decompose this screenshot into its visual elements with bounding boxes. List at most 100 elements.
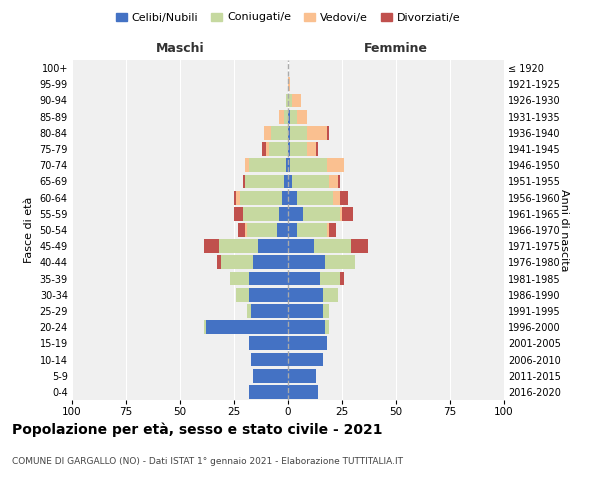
Bar <box>290 158 327 172</box>
Bar <box>219 240 258 253</box>
Text: Maschi: Maschi <box>155 42 205 55</box>
Bar <box>288 369 316 382</box>
Bar <box>296 110 307 124</box>
Bar <box>251 304 288 318</box>
Bar <box>277 223 288 237</box>
Bar <box>329 223 335 237</box>
Bar <box>221 256 253 270</box>
Bar <box>288 158 290 172</box>
Bar <box>350 240 368 253</box>
Text: COMUNE DI GARGALLO (NO) - Dati ISTAT 1° gennaio 2021 - Elaborazione TUTTITALIA.I: COMUNE DI GARGALLO (NO) - Dati ISTAT 1° … <box>12 458 403 466</box>
Bar <box>242 174 245 188</box>
Bar <box>288 272 320 285</box>
Bar <box>234 207 242 220</box>
Bar <box>288 78 290 91</box>
Bar <box>230 272 249 285</box>
Bar <box>245 158 249 172</box>
Bar <box>280 110 284 124</box>
Bar <box>327 223 329 237</box>
Bar <box>281 190 288 204</box>
Bar <box>280 207 288 220</box>
Y-axis label: Fasce di età: Fasce di età <box>24 197 34 263</box>
Bar <box>288 223 296 237</box>
Bar <box>253 369 288 382</box>
Bar <box>340 190 349 204</box>
Bar <box>236 190 241 204</box>
Bar <box>290 126 307 140</box>
Bar <box>288 126 290 140</box>
Bar <box>303 207 340 220</box>
Bar <box>288 256 325 270</box>
Bar <box>325 256 355 270</box>
Bar <box>325 320 329 334</box>
Bar <box>342 207 353 220</box>
Bar <box>323 304 329 318</box>
Bar <box>327 158 344 172</box>
Bar <box>247 223 277 237</box>
Bar <box>245 223 247 237</box>
Bar <box>249 158 286 172</box>
Bar <box>258 240 288 253</box>
Bar <box>288 190 296 204</box>
Text: Popolazione per età, sesso e stato civile - 2021: Popolazione per età, sesso e stato civil… <box>12 422 383 437</box>
Bar <box>296 190 334 204</box>
Bar <box>288 94 292 108</box>
Bar <box>204 320 206 334</box>
Bar <box>292 174 329 188</box>
Y-axis label: Anni di nascita: Anni di nascita <box>559 188 569 271</box>
Bar <box>269 142 288 156</box>
Bar <box>314 240 350 253</box>
Bar <box>284 110 288 124</box>
Bar <box>271 126 288 140</box>
Bar <box>241 190 281 204</box>
Bar <box>204 240 219 253</box>
Bar <box>288 207 303 220</box>
Bar <box>290 110 296 124</box>
Bar <box>307 142 316 156</box>
Bar <box>338 174 340 188</box>
Bar <box>242 207 280 220</box>
Bar <box>249 336 288 350</box>
Legend: Celibi/Nubili, Coniugati/e, Vedovi/e, Divorziati/e: Celibi/Nubili, Coniugati/e, Vedovi/e, Di… <box>112 8 464 27</box>
Bar <box>264 126 271 140</box>
Bar <box>327 126 329 140</box>
Bar <box>288 174 292 188</box>
Bar <box>296 223 327 237</box>
Bar <box>266 142 269 156</box>
Bar <box>236 288 249 302</box>
Bar <box>290 142 307 156</box>
Bar <box>234 190 236 204</box>
Bar <box>307 126 327 140</box>
Bar <box>286 158 288 172</box>
Bar <box>262 142 266 156</box>
Bar <box>288 320 325 334</box>
Bar <box>206 320 288 334</box>
Text: Femmine: Femmine <box>364 42 428 55</box>
Bar <box>340 207 342 220</box>
Bar <box>288 385 318 399</box>
Bar <box>286 94 288 108</box>
Bar <box>245 174 284 188</box>
Bar <box>238 223 245 237</box>
Bar <box>320 272 340 285</box>
Bar <box>323 288 338 302</box>
Bar <box>316 142 318 156</box>
Bar <box>292 94 301 108</box>
Bar <box>334 190 340 204</box>
Bar <box>288 304 323 318</box>
Bar <box>253 256 288 270</box>
Bar <box>251 352 288 366</box>
Bar <box>288 352 323 366</box>
Bar <box>217 256 221 270</box>
Bar <box>249 272 288 285</box>
Bar <box>284 174 288 188</box>
Bar <box>249 288 288 302</box>
Bar <box>329 174 338 188</box>
Bar <box>340 272 344 285</box>
Bar <box>288 110 290 124</box>
Bar <box>288 142 290 156</box>
Bar <box>249 385 288 399</box>
Bar <box>247 304 251 318</box>
Bar <box>288 288 323 302</box>
Bar <box>288 240 314 253</box>
